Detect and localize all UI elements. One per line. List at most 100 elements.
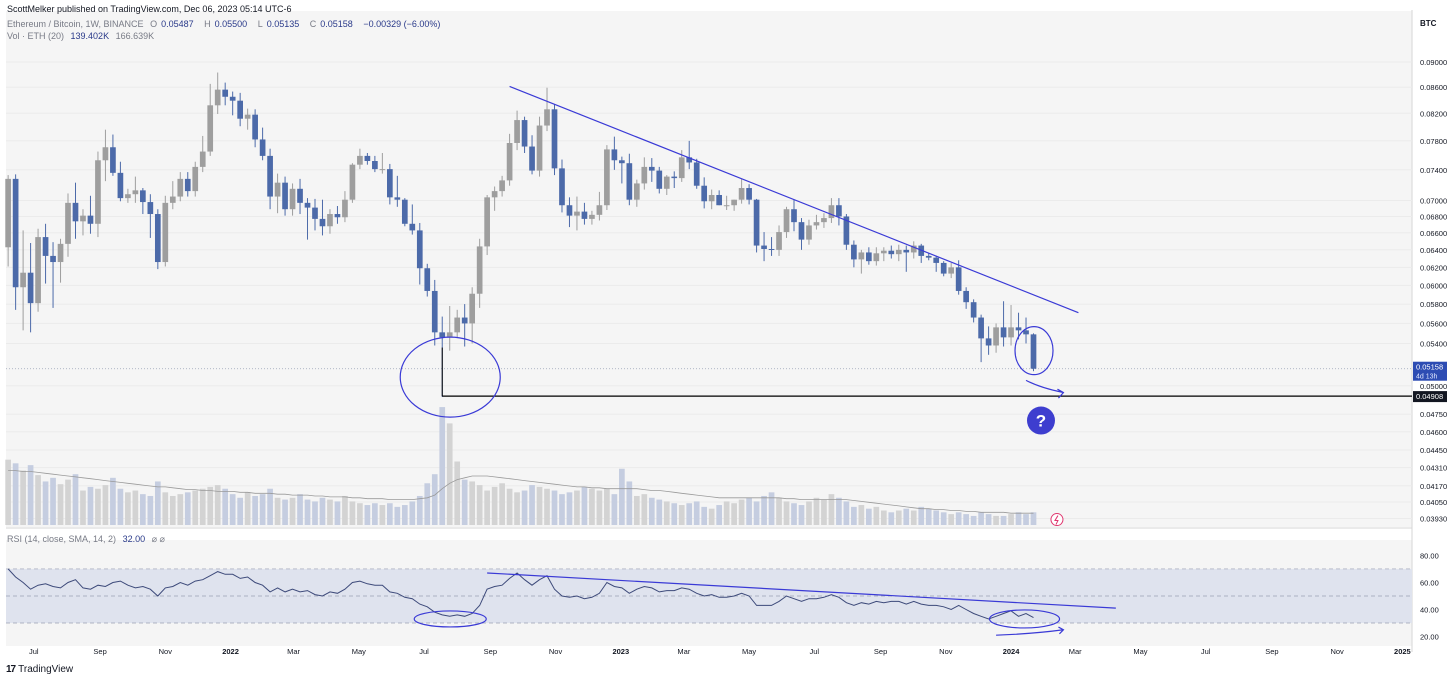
support-price-value: 0.04908 [1416, 392, 1443, 401]
candle-body [723, 205, 730, 207]
lightning-bolt [1054, 515, 1059, 525]
volume-bar [117, 488, 124, 525]
candle-body [521, 120, 528, 147]
candle-body [753, 199, 760, 246]
candle-body [678, 157, 685, 179]
price-tick-label: 0.06800 [1420, 212, 1447, 221]
candle-body [589, 214, 595, 219]
candle-body [686, 157, 693, 163]
candle-body [873, 253, 880, 262]
candle-body [357, 155, 363, 165]
volume-bar [327, 499, 333, 525]
volume-bar [222, 488, 229, 525]
rsi-circle-2023 [988, 609, 1061, 629]
candle-body [199, 151, 206, 167]
axes-layer: 0.09000 0.08600 0.08200 0.07800 0.07400 0.070… [29, 58, 1447, 656]
volume-bar [783, 501, 790, 525]
volume-bar [140, 494, 146, 525]
volume-bar [80, 490, 86, 525]
volume-bar [708, 508, 715, 525]
volume-bar [57, 484, 64, 525]
chart-canvas[interactable]: ? 0.090000.086000.082000.078000.074000.0… [0, 0, 1456, 660]
rsi-trendline [487, 572, 1116, 609]
volume-bar [626, 481, 633, 525]
candle-body [895, 249, 902, 255]
volume-bar [214, 485, 221, 525]
candle-body [978, 317, 984, 339]
candle-body [416, 230, 423, 269]
volume-bar [843, 501, 850, 525]
volume-bar [723, 501, 730, 525]
rsi-tick-label: 40.00 [1420, 605, 1439, 614]
candle-body [50, 255, 56, 263]
symbol-name[interactable]: Ethereum / Bitcoin, 1W, BINANCE [7, 19, 144, 29]
volume-bar [147, 495, 154, 525]
price-tick-label: 0.04170 [1420, 482, 1447, 491]
volume-bar [858, 505, 865, 525]
volume-bar [184, 492, 191, 525]
volume-bar [499, 483, 505, 525]
candle-body [514, 120, 520, 143]
volume-bar [791, 503, 797, 525]
circle-2022-low [399, 336, 501, 418]
volume-bar [416, 495, 423, 525]
candle-body [349, 164, 356, 200]
time-tick-label: Mar [677, 647, 690, 656]
volume-bar [274, 497, 281, 525]
volume-bar [154, 481, 161, 525]
candle-body [619, 160, 625, 164]
volume-bar [50, 477, 56, 525]
candle-body [409, 223, 416, 231]
volume-bar [342, 495, 348, 525]
price-tick-label: 0.05600 [1420, 319, 1447, 328]
volume-bar [731, 503, 737, 525]
candle-body [379, 169, 386, 171]
volume-bar [716, 505, 723, 525]
price-tick-label: 0.04450 [1420, 446, 1447, 455]
candle-body [648, 166, 655, 171]
rsi-extra-icons: ⌀ ⌀ [151, 534, 165, 544]
price-tick-label: 0.05000 [1420, 382, 1447, 391]
candle-body [544, 109, 550, 126]
volume-value: 139.402K [70, 31, 110, 41]
volume-bar [35, 475, 41, 525]
candle-body [933, 257, 940, 263]
candle-body [499, 180, 505, 192]
volume-bar [633, 495, 640, 525]
ohlc-change: −0.00329 (−6.00%) [363, 19, 441, 29]
candle-body [386, 169, 393, 198]
candle-body [132, 190, 139, 195]
candle-body [289, 188, 296, 210]
volume-ma-line [8, 470, 1034, 514]
published-text: ScottMelker published on TradingView.com… [7, 4, 292, 14]
candle-body [57, 243, 64, 263]
candle-body [252, 114, 258, 140]
volume-bar [574, 490, 580, 525]
candle-body [177, 178, 184, 197]
candle-body [439, 332, 446, 338]
volume-bar [880, 510, 887, 525]
volume-bar [177, 494, 184, 525]
volume-bar [386, 503, 393, 525]
rsi-label[interactable]: RSI (14, close, SMA, 14, 2) [7, 534, 117, 544]
volume-bar [484, 490, 490, 525]
candle-body [693, 162, 700, 186]
candle-body [880, 250, 887, 254]
price-tick-label: 0.05800 [1420, 300, 1447, 309]
volume-bar [506, 488, 513, 525]
candle-body [184, 178, 191, 192]
price-tick-label: 0.04750 [1420, 410, 1447, 419]
candle-body [424, 268, 431, 291]
price-tick-label: 0.06400 [1420, 246, 1447, 255]
volume-bar [656, 499, 663, 525]
volume-label[interactable]: Vol · ETH (20) [7, 31, 65, 41]
candle-body [574, 211, 580, 216]
volume-bar [110, 477, 116, 525]
volume-bar [933, 510, 940, 525]
volume-bar [1008, 514, 1014, 525]
volume-bar [866, 508, 872, 525]
arrow [1025, 379, 1065, 399]
volume-bar [372, 503, 378, 525]
volume-legend: Vol · ETH (20) 139.402K 166.639K [7, 31, 158, 41]
